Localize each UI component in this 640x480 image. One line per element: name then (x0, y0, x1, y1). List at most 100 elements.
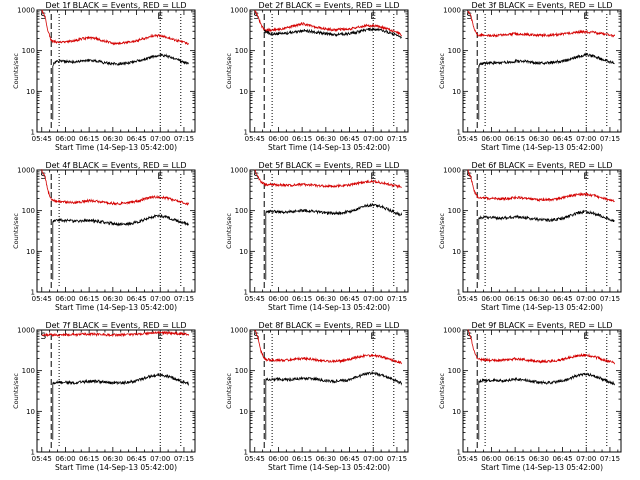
y-tick-label: 1 (31, 129, 35, 137)
y-tick-label: 1000 (17, 167, 35, 175)
x-tick-label: 06:30 (103, 455, 123, 463)
y-tick-label: 100 (22, 207, 35, 215)
end-marker: E (157, 172, 163, 182)
x-tick-label: 06:45 (552, 135, 572, 143)
end-marker: E (157, 332, 163, 342)
panel-title: Det 5f BLACK = Events, RED = LLD (258, 161, 399, 170)
x-tick-label: 06:15 (79, 135, 99, 143)
detector-panel: Det 6f BLACK = Events, RED = LLD 1 10 100 10… (438, 161, 622, 312)
y-tick-label: 1000 (230, 7, 248, 15)
x-tick-label: 05:45 (458, 135, 478, 143)
x-tick-label: 06:15 (292, 135, 312, 143)
x-tick-label: 06:00 (268, 135, 288, 143)
x-tick-label: 06:45 (552, 295, 572, 303)
series-line-lld (41, 169, 190, 206)
start-marker: S (466, 12, 472, 22)
detector-panel: Det 9f BLACK = Events, RED = LLD 1 10 100 10… (438, 321, 622, 472)
x-tick-label: 06:45 (339, 135, 359, 143)
y-axis-label: Counts/sec (438, 373, 446, 409)
y-axis-label: Counts/sec (438, 53, 446, 89)
x-tick-label: 05:45 (32, 295, 52, 303)
start-marker: S (40, 332, 46, 342)
x-axis-label: Start Time (14-Sep-13 05:42:00) (481, 143, 603, 152)
start-marker: S (40, 172, 46, 182)
x-tick-label: 07:15 (600, 295, 620, 303)
x-tick-label: 06:45 (552, 455, 572, 463)
series-line-lld (467, 10, 616, 38)
y-axis-label: Counts/sec (225, 373, 233, 409)
detector-panel: Det 1f BLACK = Events, RED = LLD 1 10 100 10… (12, 1, 196, 152)
plot-frame (36, 169, 196, 293)
y-tick-label: 100 (235, 207, 248, 215)
panel-title: Det 8f BLACK = Events, RED = LLD (258, 321, 399, 330)
y-axis-label: Counts/sec (225, 213, 233, 249)
x-tick-label: 06:45 (339, 455, 359, 463)
series-line-events (478, 209, 615, 280)
end-marker: E (583, 12, 589, 22)
x-tick-label: 05:45 (245, 455, 265, 463)
series-line-lld (41, 9, 189, 46)
x-tick-label: 06:00 (55, 295, 75, 303)
y-tick-label: 1 (457, 129, 461, 137)
x-tick-label: 07:00 (363, 135, 383, 143)
series-line-lld (254, 9, 402, 37)
x-tick-label: 07:15 (387, 295, 407, 303)
x-tick-label: 06:45 (126, 455, 146, 463)
panel-title: Det 9f BLACK = Events, RED = LLD (471, 321, 612, 330)
y-tick-label: 10 (239, 408, 248, 416)
detector-panel: Det 2f BLACK = Events, RED = LLD 1 10 100 10… (225, 1, 409, 152)
x-tick-label: 06:15 (505, 455, 525, 463)
panel-title: Det 6f BLACK = Events, RED = LLD (471, 161, 612, 170)
y-tick-label: 1000 (230, 327, 248, 335)
start-marker: S (253, 12, 259, 22)
x-tick-label: 06:30 (529, 135, 549, 143)
y-tick-label: 1000 (230, 167, 248, 175)
x-axis-label: Start Time (14-Sep-13 05:42:00) (55, 143, 177, 152)
series-line-lld (254, 169, 402, 189)
x-tick-label: 07:15 (387, 455, 407, 463)
x-tick-label: 07:15 (600, 455, 620, 463)
x-tick-label: 07:00 (150, 295, 170, 303)
series-line-lld (41, 330, 190, 338)
y-tick-label: 1000 (17, 327, 35, 335)
panel-title: Det 7f BLACK = Events, RED = LLD (45, 321, 186, 330)
y-tick-label: 100 (448, 47, 461, 55)
x-tick-label: 05:45 (245, 135, 265, 143)
series-line-lld (254, 329, 403, 365)
y-tick-label: 10 (452, 408, 461, 416)
x-tick-label: 07:15 (174, 135, 194, 143)
detector-panel: Det 8f BLACK = Events, RED = LLD 1 10 100 10… (225, 321, 409, 472)
y-axis-label: Counts/sec (438, 213, 446, 249)
end-marker: E (370, 172, 376, 182)
end-marker: E (157, 12, 163, 22)
x-tick-label: 06:30 (316, 455, 336, 463)
start-marker: S (40, 12, 46, 22)
panel-title: Det 1f BLACK = Events, RED = LLD (45, 1, 186, 10)
y-tick-label: 10 (26, 88, 35, 96)
x-tick-label: 06:00 (481, 455, 501, 463)
x-tick-label: 07:00 (576, 295, 596, 303)
start-marker: S (253, 172, 259, 182)
x-tick-label: 06:00 (481, 295, 501, 303)
detector-panel: Det 5f BLACK = Events, RED = LLD 1 10 100 10… (225, 161, 409, 312)
x-tick-label: 06:30 (103, 295, 123, 303)
x-tick-label: 06:45 (126, 135, 146, 143)
plot-frame (249, 329, 409, 453)
series-line-events (52, 214, 189, 280)
series-line-events (478, 372, 616, 440)
plot-frame (462, 169, 622, 293)
detector-panel: Det 3f BLACK = Events, RED = LLD 1 10 100 10… (438, 1, 622, 152)
x-tick-label: 07:15 (600, 135, 620, 143)
series-line-events (52, 372, 190, 440)
x-tick-label: 07:00 (363, 455, 383, 463)
x-tick-label: 07:15 (174, 455, 194, 463)
y-tick-label: 100 (22, 47, 35, 55)
y-tick-label: 10 (239, 248, 248, 256)
x-axis-label: Start Time (14-Sep-13 05:42:00) (481, 463, 603, 472)
x-axis-label: Start Time (14-Sep-13 05:42:00) (268, 303, 390, 312)
y-tick-label: 1 (244, 449, 248, 457)
panel-title: Det 4f BLACK = Events, RED = LLD (45, 161, 186, 170)
x-tick-label: 06:00 (268, 455, 288, 463)
detector-panel: Det 7f BLACK = Events, RED = LLD 1 10 100 10… (12, 321, 196, 472)
y-axis-label: Counts/sec (12, 373, 20, 409)
